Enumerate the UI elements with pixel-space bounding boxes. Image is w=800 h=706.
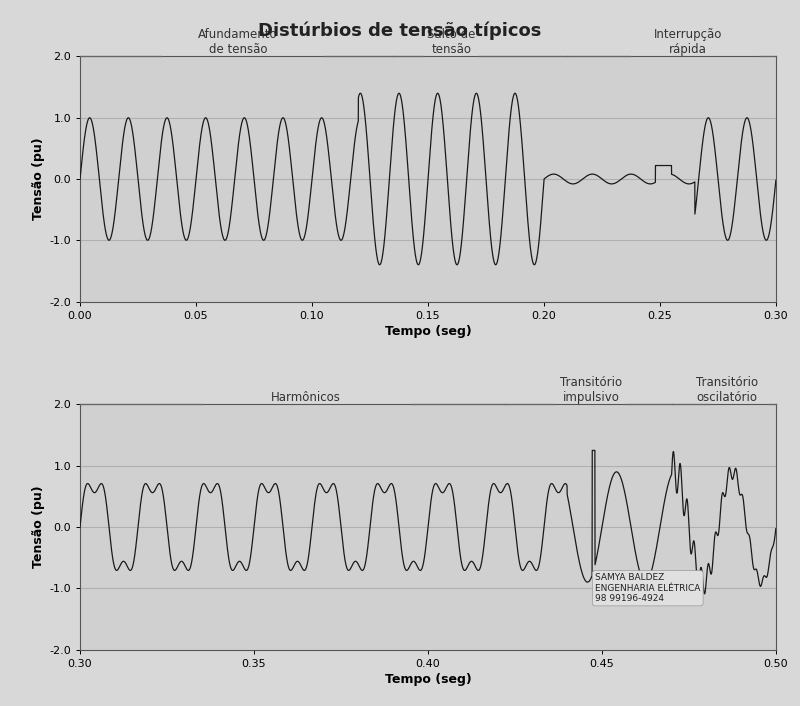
- X-axis label: Tempo (seg): Tempo (seg): [385, 325, 471, 337]
- Text: SAMYA BALDEZ
ENGENHARIA ELÉTRICA
98 99196-4924: SAMYA BALDEZ ENGENHARIA ELÉTRICA 98 9919…: [595, 573, 701, 603]
- Text: Salto de
tensão: Salto de tensão: [427, 28, 475, 56]
- Text: Transitório
impulsivo: Transitório impulsivo: [561, 376, 622, 405]
- Text: Interrupção
rápida: Interrupção rápida: [654, 28, 722, 56]
- Text: Transitório
oscilatório: Transitório oscilatório: [696, 376, 758, 405]
- Text: Afundamento
de tensão: Afundamento de tensão: [198, 28, 278, 56]
- Y-axis label: Tensão (pu): Tensão (pu): [32, 138, 45, 220]
- X-axis label: Tempo (seg): Tempo (seg): [385, 673, 471, 686]
- Text: Harmônicos: Harmônicos: [271, 391, 341, 405]
- Text: Distúrbios de tensão típicos: Distúrbios de tensão típicos: [258, 21, 542, 40]
- Y-axis label: Tensão (pu): Tensão (pu): [32, 486, 45, 568]
